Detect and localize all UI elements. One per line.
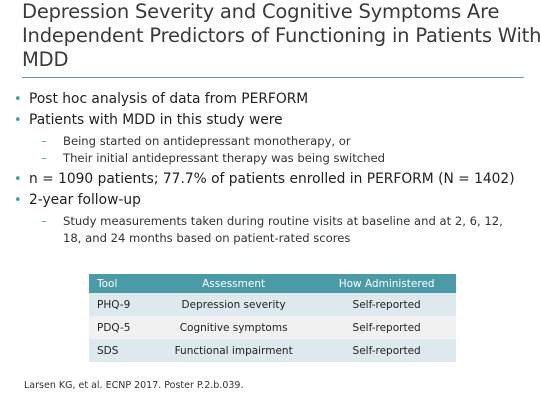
sub-bullet-item: – Being started on antidepressant monoth… [0,133,540,150]
title-line: Depression Severity and Cognitive Sympto… [22,0,500,23]
bullet-dot-icon: • [14,172,22,187]
bullet-text: Patients with MDD in this study were [29,112,283,128]
bullet-dot-icon: • [14,92,22,107]
table-cell: PDQ-5 [89,316,150,339]
table-cell: Cognitive symptoms [150,316,318,339]
bullet-item: • Post hoc analysis of data from PERFORM [0,89,540,110]
title-line: Independent Predictors of Functioning in… [22,24,540,47]
table-cell: Functional impairment [150,339,318,362]
table-cell: SDS [89,339,150,362]
slide-title: Depression Severity and Cognitive Sympto… [22,0,540,72]
dash-icon: – [41,134,47,148]
bullet-dot-icon: • [14,113,22,128]
sub-bullet-text: Their initial antidepressant therapy was… [63,151,386,165]
bullet-list: • Post hoc analysis of data from PERFORM… [0,89,540,247]
table-cell: PHQ-9 [89,293,150,316]
title-line: MDD [22,48,69,71]
dash-icon: – [41,151,47,165]
column-header: Assessment [150,274,318,293]
dash-icon: – [41,214,47,228]
bullet-item: • Patients with MDD in this study were [0,110,540,131]
column-header: Tool [89,274,150,293]
sub-bullet-item: – Their initial antidepressant therapy w… [0,150,540,167]
sub-bullet-text: Being started on antidepressant monother… [63,134,351,148]
table-cell: Self-reported [317,293,456,316]
sub-bullet-text: Study measurements taken during routine … [63,214,503,245]
bullet-text: n = 1090 patients; 77.7% of patients enr… [29,171,515,187]
table-row: PDQ-5 Cognitive symptoms Self-reported [89,316,456,339]
citation-footnote: Larsen KG, et al. ECNP 2017. Poster P.2.… [24,380,244,391]
table-cell: Self-reported [317,339,456,362]
sub-bullet-item: – Study measurements taken during routin… [0,213,523,247]
table-cell: Self-reported [317,316,456,339]
bullet-text: Post hoc analysis of data from PERFORM [29,91,309,107]
bullet-item: • n = 1090 patients; 77.7% of patients e… [0,169,540,190]
measures-table: Tool Assessment How Administered PHQ-9 D… [89,274,456,362]
bullet-text: 2-year follow-up [29,192,141,208]
bullet-item: • 2-year follow-up [0,190,540,211]
table-row: SDS Functional impairment Self-reported [89,339,456,362]
table-header-row: Tool Assessment How Administered [89,274,456,293]
bullet-dot-icon: • [14,193,22,208]
table-cell: Depression severity [150,293,318,316]
table-row: PHQ-9 Depression severity Self-reported [89,293,456,316]
column-header: How Administered [317,274,456,293]
title-divider [22,77,524,78]
